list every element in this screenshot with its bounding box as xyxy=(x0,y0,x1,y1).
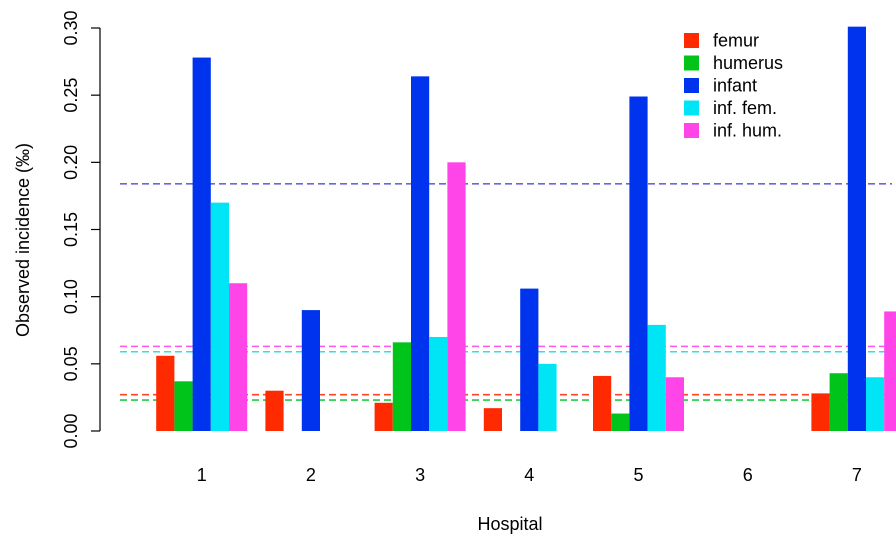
x-tick-label-1: 1 xyxy=(197,465,207,485)
bar-femur-hospital-5 xyxy=(593,375,612,431)
x-axis: 1 2 3 4 5 6 7 xyxy=(197,465,862,485)
bar-infant-hospital-2 xyxy=(301,310,320,431)
legend-swatch-infant xyxy=(684,78,699,93)
x-tick-label-7: 7 xyxy=(852,465,862,485)
legend-swatch-humerus xyxy=(684,55,699,71)
legend-swatch-inf-fem xyxy=(684,100,699,116)
bar-femur-hospital-3 xyxy=(374,402,393,431)
x-tick-label-3: 3 xyxy=(415,465,425,485)
legend-label-inf-hum: inf. hum. xyxy=(713,121,782,141)
legend-swatch-inf-hum xyxy=(684,123,699,138)
y-tick-label: 0.30 xyxy=(61,10,81,45)
x-tick-label-5: 5 xyxy=(633,465,643,485)
y-tick-label: 0.15 xyxy=(61,212,81,247)
legend-label-infant: infant xyxy=(713,76,757,96)
bar-infant-hospital-1 xyxy=(192,57,211,431)
y-tick-label: 0.00 xyxy=(61,413,81,448)
bar-inf-fem-hospital-3 xyxy=(429,336,448,431)
y-tick-label: 0.10 xyxy=(61,279,81,314)
reference-lines xyxy=(120,183,892,401)
bar-inf-hum-hospital-1 xyxy=(229,283,248,431)
bar-inf-fem-hospital-5 xyxy=(647,324,666,431)
bar-inf-hum-hospital-5 xyxy=(665,377,684,431)
bar-infant-hospital-4 xyxy=(520,288,539,431)
bar-femur-hospital-2 xyxy=(265,390,284,431)
y-tick-label: 0.25 xyxy=(61,78,81,113)
bar-infant-hospital-5 xyxy=(629,96,648,431)
bar-infant-hospital-3 xyxy=(411,76,430,432)
bar-inf-fem-hospital-1 xyxy=(210,202,229,431)
legend-swatch-femur xyxy=(684,33,699,48)
bar-inf-hum-hospital-7 xyxy=(884,311,896,431)
x-tick-label-4: 4 xyxy=(524,465,534,485)
bar-infant-hospital-7 xyxy=(847,26,866,431)
x-tick-label-2: 2 xyxy=(306,465,316,485)
legend-label-femur: femur xyxy=(713,31,759,51)
legend-label-inf-fem: inf. fem. xyxy=(713,98,777,118)
bar-humerus-hospital-7 xyxy=(829,373,848,431)
bars xyxy=(156,26,896,432)
y-axis: 0.00 0.05 0.10 0.15 0.20 0.25 0.30 xyxy=(61,10,101,449)
bar-femur-hospital-7 xyxy=(811,393,830,431)
legend-label-humerus: humerus xyxy=(713,53,783,73)
bar-humerus-hospital-5 xyxy=(611,413,630,431)
x-tick-label-6: 6 xyxy=(743,465,753,485)
bar-humerus-hospital-3 xyxy=(392,342,411,431)
y-axis-label: Observed incidence (‰) xyxy=(13,143,33,337)
bar-femur-hospital-4 xyxy=(483,408,502,431)
bar-inf-hum-hospital-3 xyxy=(447,162,466,432)
bar-femur-hospital-1 xyxy=(156,355,175,431)
bar-inf-fem-hospital-4 xyxy=(538,363,557,431)
y-tick-label: 0.05 xyxy=(61,346,81,381)
bar-inf-fem-hospital-7 xyxy=(866,377,885,431)
x-axis-label: Hospital xyxy=(477,514,542,534)
bar-humerus-hospital-1 xyxy=(174,381,193,431)
y-tick-label: 0.20 xyxy=(61,145,81,180)
